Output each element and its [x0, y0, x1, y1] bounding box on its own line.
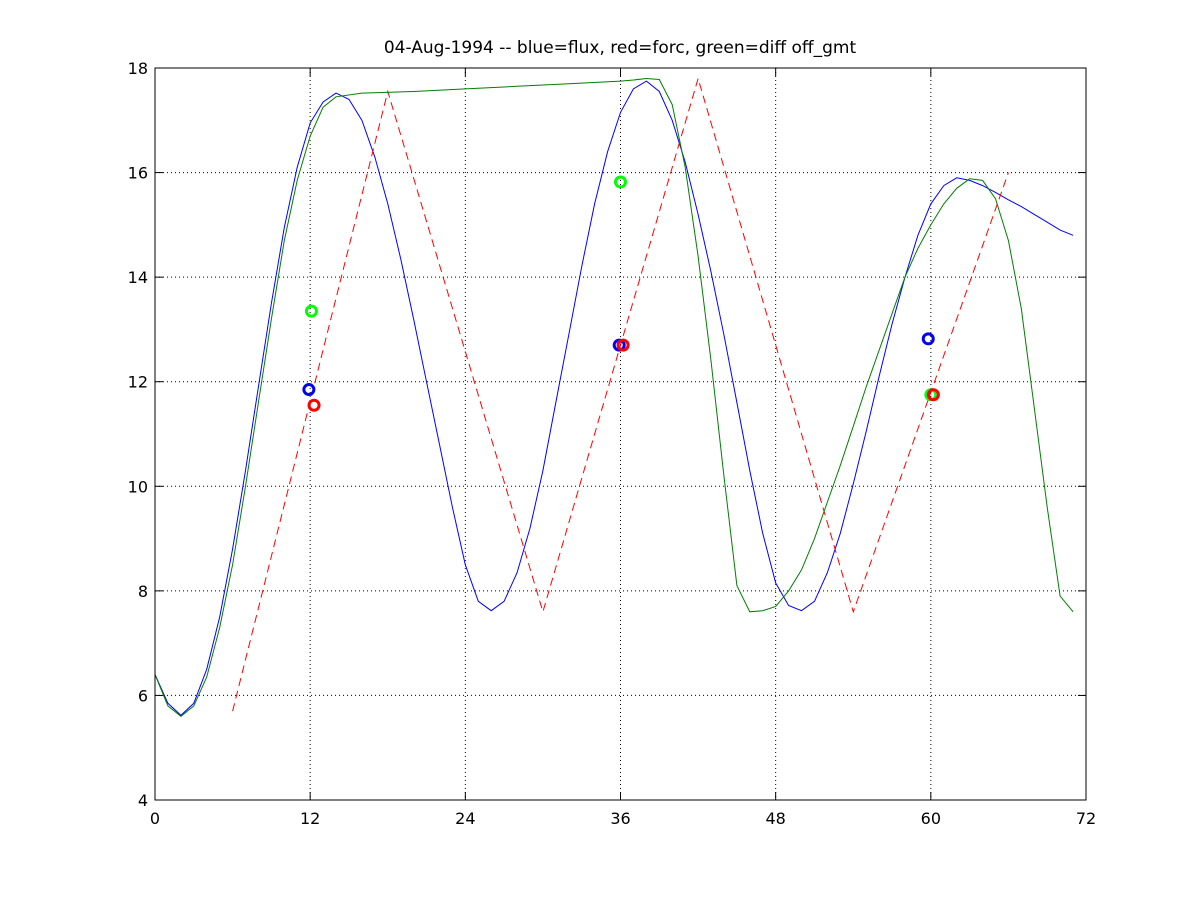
- x-tick-label: 12: [300, 809, 320, 828]
- data-point-marker: [614, 175, 627, 189]
- x-tick-label: 36: [610, 809, 630, 828]
- data-point-marker: [926, 388, 940, 402]
- x-tick-label: 24: [455, 809, 475, 828]
- y-tick-label: 18: [128, 59, 148, 78]
- y-tick-label: 16: [128, 164, 148, 183]
- marker-group: [302, 175, 940, 412]
- y-tick-label: 14: [128, 268, 148, 287]
- x-tick-label: 72: [1076, 809, 1096, 828]
- data-point-marker: [304, 304, 318, 318]
- chart-title: 04-Aug-1994 -- blue=flux, red=forc, gree…: [384, 38, 857, 58]
- x-tick-label: 0: [150, 809, 160, 828]
- data-point-marker: [307, 398, 321, 412]
- data-point-marker: [921, 332, 935, 346]
- series-line-red: [232, 76, 1009, 712]
- y-tick-label: 8: [138, 582, 148, 601]
- y-tick-label: 12: [128, 373, 148, 392]
- y-tick-label: 6: [138, 686, 148, 705]
- series-line-green: [154, 77, 1074, 717]
- data-point-marker: [302, 383, 316, 397]
- y-tick-label: 10: [128, 477, 148, 496]
- x-tick-label: 60: [921, 809, 941, 828]
- x-tick-label: 48: [765, 809, 785, 828]
- series-group: [154, 76, 1074, 717]
- ticks: 0 12 24 36 48 60 72 4 6 8 10 12 14 16 18: [128, 59, 1097, 828]
- series-line-blue: [154, 80, 1074, 716]
- data-point-marker: [616, 338, 630, 352]
- y-tick-label: 4: [138, 791, 148, 810]
